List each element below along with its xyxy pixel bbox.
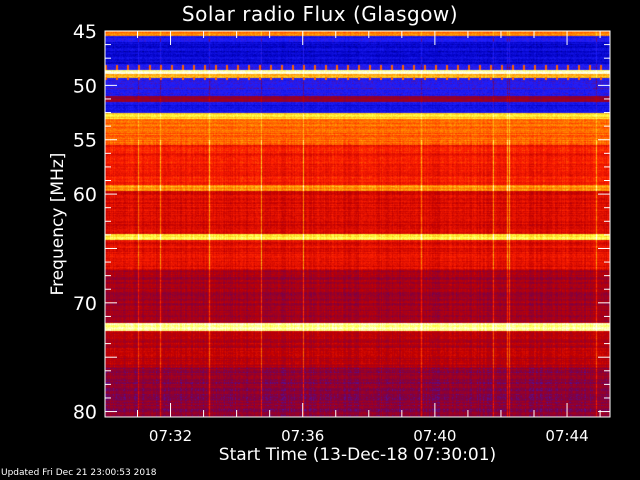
chart-title: Solar radio Flux (Glasgow) xyxy=(181,2,459,26)
x-tick-label: 07:40 xyxy=(413,427,456,445)
y-tick-label: 55 xyxy=(73,130,97,152)
y-tick-label: 70 xyxy=(73,293,97,315)
x-axis-label: Start Time (13-Dec-18 07:30:01) xyxy=(218,445,497,465)
y-tick-label: 80 xyxy=(73,402,97,424)
spectrogram-heatmap xyxy=(105,31,610,417)
plot-frame xyxy=(104,30,611,418)
x-tick-label: 07:32 xyxy=(149,427,192,445)
y-tick-label: 60 xyxy=(73,184,97,206)
x-tick-label: 07:36 xyxy=(281,427,324,445)
updated-timestamp: Updated Fri Dec 21 23:00:53 2018 xyxy=(1,468,157,478)
y-axis-label: Frequency [MHz] xyxy=(48,152,68,296)
x-tick-label: 07:44 xyxy=(545,427,588,445)
y-tick-label: 50 xyxy=(73,75,97,97)
y-tick-label: 45 xyxy=(73,21,97,43)
